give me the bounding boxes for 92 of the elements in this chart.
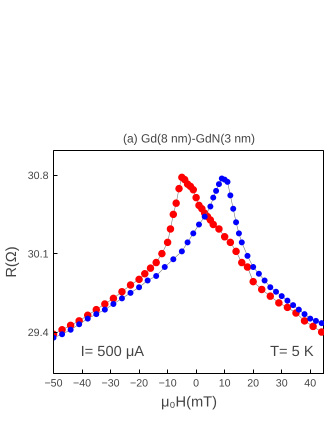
point	[210, 194, 216, 201]
x-tick-label: 30	[276, 378, 288, 390]
point	[318, 320, 324, 326]
annotation: T= 5 K	[270, 344, 314, 360]
point	[233, 219, 240, 226]
point	[102, 306, 108, 313]
point	[227, 192, 234, 198]
y-tick-label: 30.8	[28, 170, 49, 182]
point	[302, 311, 308, 318]
point	[236, 230, 242, 236]
point	[93, 311, 100, 318]
point	[256, 270, 262, 277]
point	[262, 277, 268, 284]
point	[164, 238, 172, 246]
y-axis-title: R(Ω)	[4, 246, 20, 278]
x-tick-label: 20	[247, 378, 260, 390]
point	[110, 301, 116, 308]
point	[153, 273, 160, 280]
point	[209, 220, 217, 228]
point	[296, 306, 302, 313]
x-tick-label: 0	[193, 378, 200, 390]
point	[68, 326, 74, 333]
point	[267, 284, 274, 290]
point	[278, 293, 285, 300]
point	[144, 277, 151, 284]
point	[238, 239, 245, 246]
x-tick-label: −10	[158, 378, 177, 390]
point	[307, 316, 314, 322]
point	[162, 264, 168, 270]
point	[110, 294, 118, 302]
point	[146, 264, 154, 272]
point	[224, 178, 231, 185]
point	[232, 248, 240, 256]
point	[238, 258, 246, 266]
point	[128, 290, 134, 296]
point	[196, 221, 202, 228]
point	[170, 210, 178, 218]
point	[202, 214, 208, 220]
point	[309, 322, 317, 330]
x-tick-label: 40	[304, 378, 316, 390]
point	[244, 263, 252, 271]
point	[166, 225, 174, 233]
point	[141, 270, 149, 278]
point	[226, 238, 234, 246]
point	[312, 318, 319, 324]
point	[136, 284, 142, 290]
point	[118, 295, 125, 302]
point	[284, 298, 290, 304]
x-tick-label: −40	[72, 378, 92, 390]
point	[230, 206, 236, 212]
point	[118, 288, 126, 296]
point	[213, 188, 220, 194]
point	[284, 304, 292, 312]
point	[135, 276, 143, 284]
annotation: I= 500 μA	[80, 344, 144, 360]
point	[290, 302, 296, 308]
point	[170, 256, 176, 262]
point	[273, 288, 280, 295]
point	[184, 239, 191, 246]
point	[59, 331, 66, 338]
x-tick-label: −30	[102, 378, 120, 390]
point	[249, 278, 257, 286]
y-tick-label: 29.4	[28, 327, 49, 340]
chart-title: (a) Gd(8 nm)-GdN(3 nm)	[122, 132, 256, 146]
point	[190, 186, 198, 194]
point	[258, 286, 266, 294]
point	[220, 233, 228, 241]
point	[175, 184, 183, 192]
point	[250, 264, 256, 270]
point	[244, 252, 250, 259]
point	[101, 300, 109, 308]
point	[266, 292, 274, 300]
x-axis-title: μ₀H(mT)	[160, 394, 218, 410]
point	[126, 281, 134, 289]
point	[172, 199, 180, 207]
point	[275, 299, 283, 307]
point	[158, 250, 166, 258]
point	[178, 248, 185, 254]
point	[76, 321, 82, 328]
point	[152, 258, 160, 266]
point	[318, 328, 324, 336]
x-tick-label: −50	[44, 378, 63, 390]
point	[84, 316, 91, 322]
y-tick-label: 30.1	[28, 248, 49, 261]
point	[215, 225, 223, 233]
x-tick-label: −20	[130, 378, 148, 390]
point	[207, 204, 214, 210]
point	[190, 230, 196, 236]
x-tick-label: 10	[218, 378, 231, 390]
point	[216, 181, 222, 188]
point	[300, 317, 308, 325]
point	[192, 194, 200, 202]
